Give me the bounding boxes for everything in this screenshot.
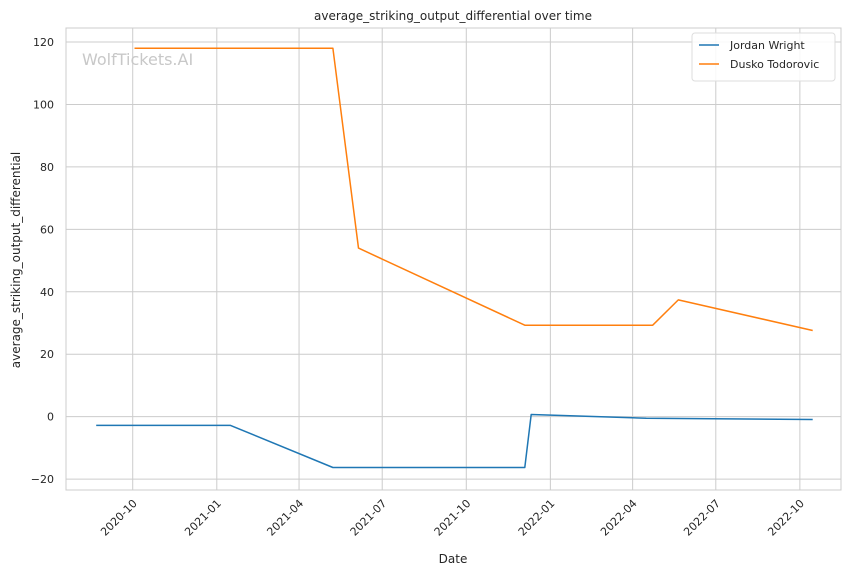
plot-frame bbox=[65, 27, 842, 491]
series-line bbox=[96, 413, 813, 469]
chart-title: average_striking_output_differential ove… bbox=[314, 9, 592, 23]
legend: Jordan Wright Dusko Todorovic bbox=[691, 32, 836, 82]
legend-label: Dusko Todorovic bbox=[730, 58, 819, 71]
series-group bbox=[96, 47, 813, 469]
y-tick-label: −20 bbox=[31, 473, 54, 486]
series-line bbox=[134, 47, 813, 332]
legend-label: Jordan Wright bbox=[729, 39, 805, 52]
y-tick-label: 60 bbox=[40, 223, 54, 236]
y-tick-label: 80 bbox=[40, 161, 54, 174]
watermark-text: WolfTickets.AI bbox=[82, 50, 193, 69]
y-tick-label: 100 bbox=[33, 98, 54, 111]
y-tick-label: 20 bbox=[40, 348, 54, 361]
x-axis-title: Date bbox=[439, 552, 468, 566]
y-tick-label: 120 bbox=[33, 36, 54, 49]
legend-box bbox=[691, 32, 836, 82]
y-tick-label: 40 bbox=[40, 286, 54, 299]
y-tick-label: 0 bbox=[47, 411, 54, 424]
y-axis-title: average_striking_output_differential bbox=[9, 152, 23, 368]
